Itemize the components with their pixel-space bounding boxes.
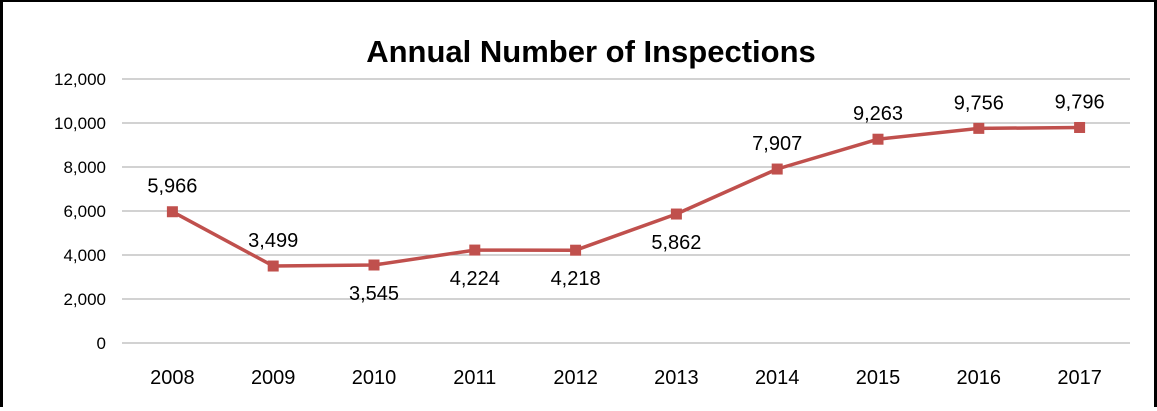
y-tick-label: 8,000: [63, 158, 106, 177]
x-tick-label: 2015: [856, 367, 901, 389]
y-tick-label: 0: [97, 334, 106, 353]
x-tick-label: 2009: [251, 367, 296, 389]
data-label: 7,907: [752, 133, 802, 155]
data-label: 5,862: [651, 232, 701, 254]
data-point-marker: [166, 206, 178, 218]
y-tick-label: 2,000: [63, 290, 106, 309]
y-tick-label: 4,000: [63, 246, 106, 265]
data-label: 3,545: [349, 283, 399, 305]
gridlines: [122, 78, 1130, 344]
data-point-marker: [973, 122, 985, 134]
chart-title: Annual Number of Inspections: [366, 34, 816, 69]
data-label: 9,263: [853, 103, 903, 125]
x-tick-label: 2017: [1057, 367, 1102, 389]
data-point-marker: [670, 208, 682, 220]
data-label: 3,499: [248, 230, 298, 252]
data-point-marker: [368, 259, 380, 271]
y-tick-label: 10,000: [54, 114, 106, 133]
data-point-marker: [267, 260, 279, 272]
series-line-layer: [171, 125, 1080, 268]
y-tick-label: 12,000: [54, 70, 106, 89]
data-label: 9,756: [954, 92, 1004, 114]
data-label: 4,224: [450, 268, 500, 290]
data-point-marker: [469, 244, 481, 256]
x-tick-label: 2014: [755, 367, 800, 389]
x-tick-label: 2011: [453, 367, 496, 389]
data-point-markers: [166, 121, 1086, 272]
x-axis-tick-labels: 2008 2009 2010 2011 2012 2013 2014 2015 2016 2017: [150, 367, 1102, 389]
x-tick-label: 2012: [553, 367, 598, 389]
y-tick-label: 6,000: [63, 202, 106, 221]
y-axis-tick-labels: 0 2,000 4,000 6,000 8,000 10,000 12,000: [54, 70, 106, 353]
data-label: 9,796: [1055, 91, 1105, 113]
data-point-marker: [570, 244, 582, 256]
data-label: 4,218: [551, 268, 601, 290]
series-line: [171, 125, 1080, 268]
data-point-marker: [872, 133, 884, 145]
x-tick-label: 2013: [654, 367, 699, 389]
x-tick-label: 2008: [150, 367, 195, 389]
x-tick-label: 2010: [352, 367, 397, 389]
x-tick-label: 2016: [957, 367, 1002, 389]
data-point-marker: [1074, 121, 1086, 133]
data-point-marker: [771, 163, 783, 175]
data-labels: 5,966 3,499 3,545 4,224 4,218 5,862 7,907 9,263…: [147, 91, 1104, 305]
data-label: 5,966: [147, 176, 197, 198]
